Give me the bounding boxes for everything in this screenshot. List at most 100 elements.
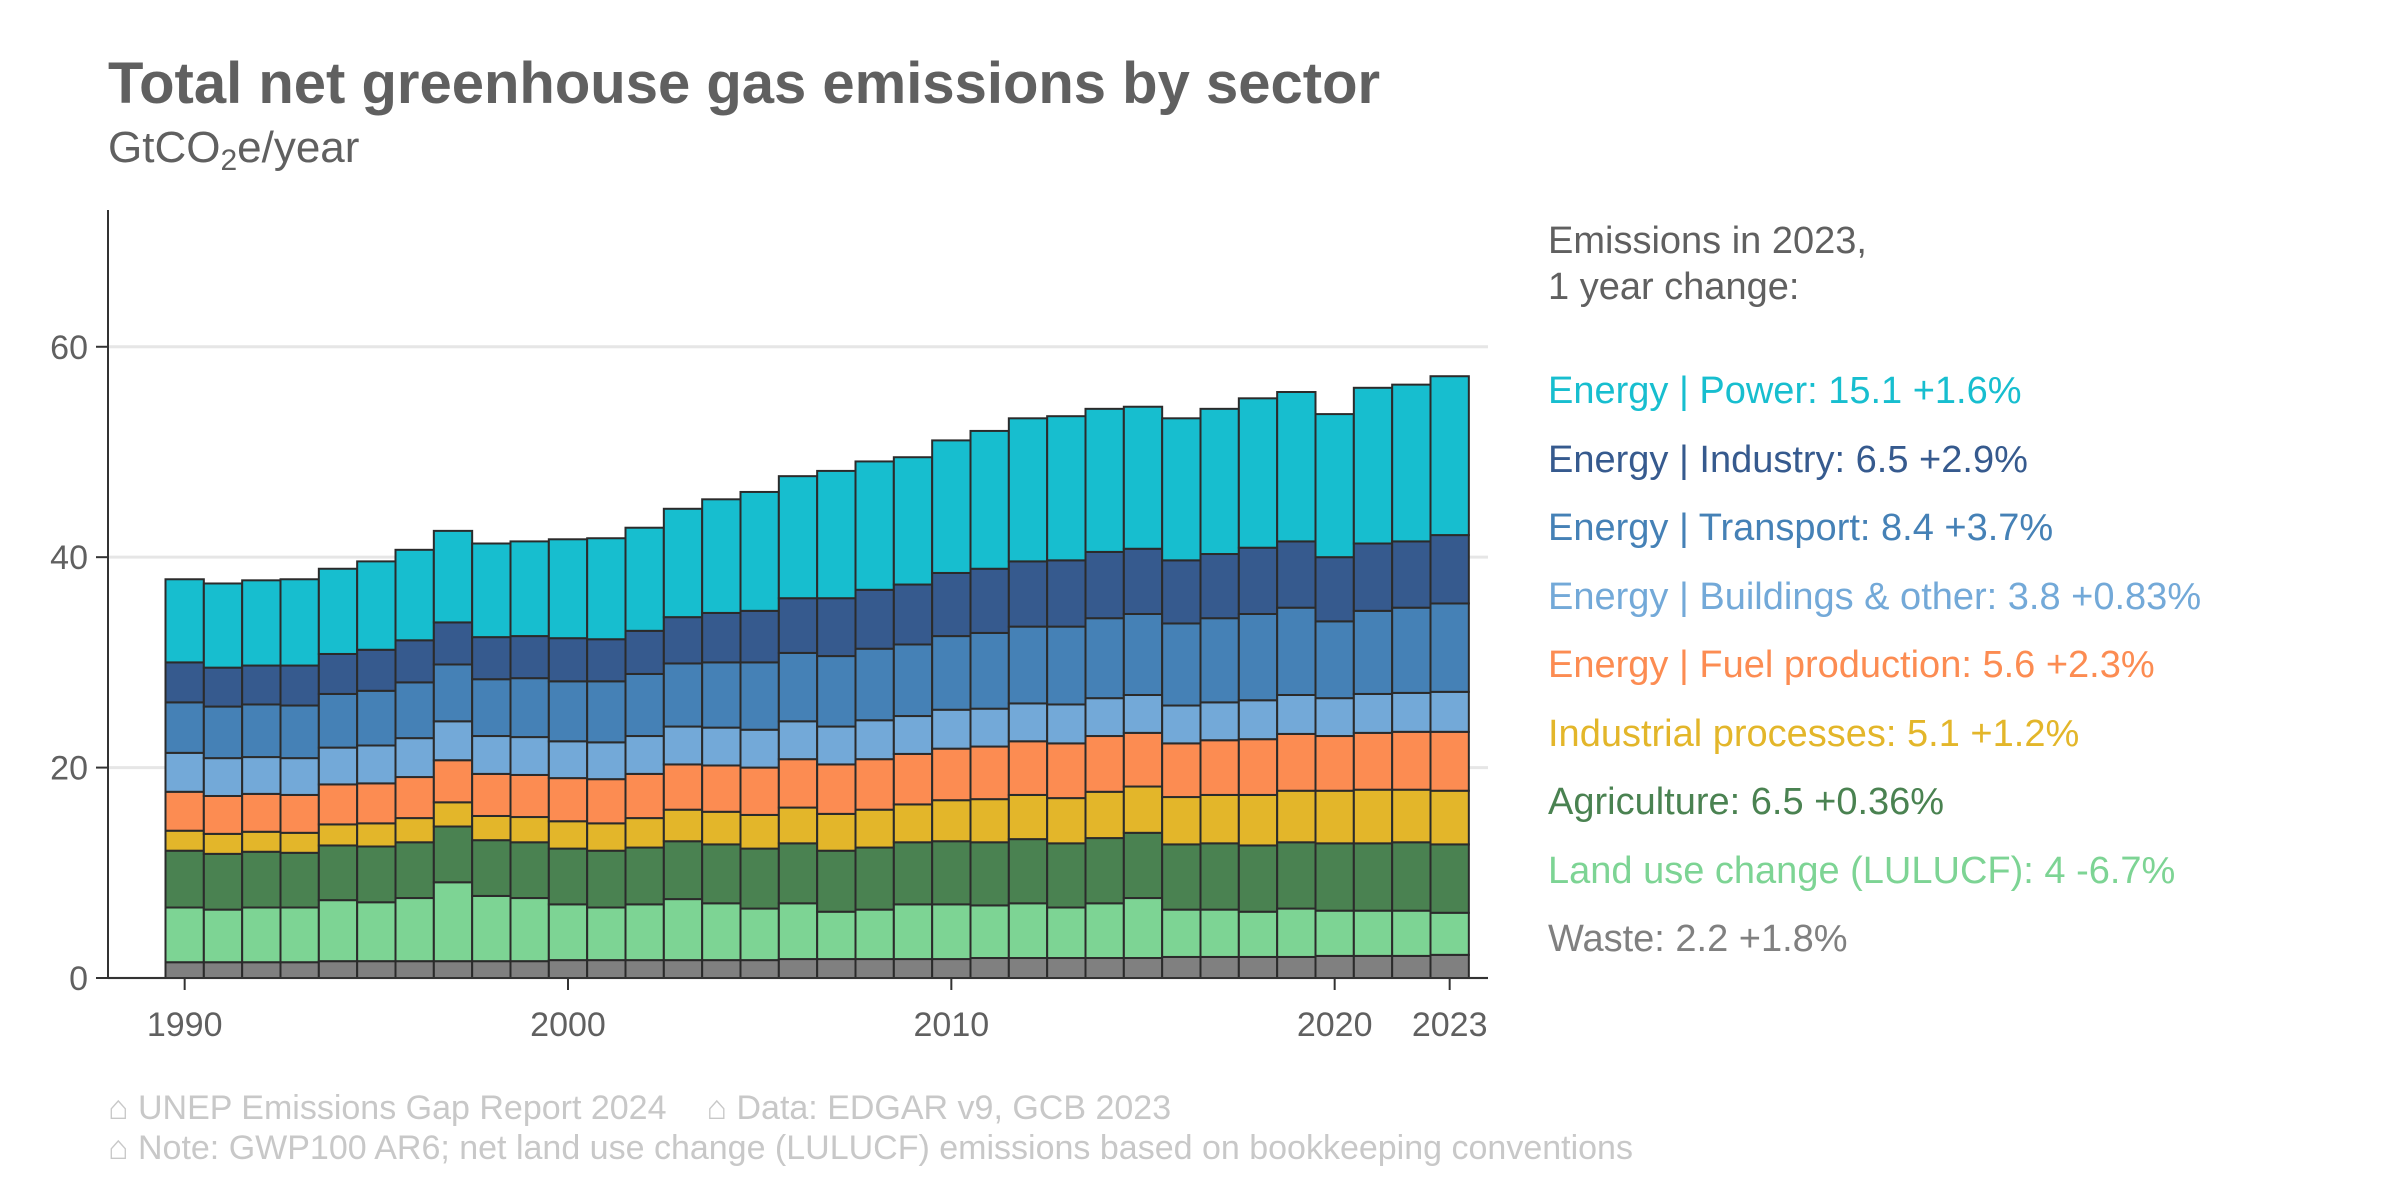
- bar-1997-series-6: [432, 663, 474, 723]
- footer: ⌂ UNEP Emissions Gap Report 2024 ⌂ Data: …: [108, 1088, 1633, 1168]
- footer-source-report: ⌂ UNEP Emissions Gap Report 2024: [108, 1089, 667, 1127]
- bar-2008-series-8: [854, 460, 895, 591]
- bar-2015-series-4: [1122, 731, 1164, 788]
- bar-1992-series-3: [241, 830, 282, 853]
- bar-2000-series-6: [547, 680, 589, 743]
- legend-item-1: Land use change (LULUCF): 4 -6.7%: [1548, 849, 2176, 892]
- bar-1996-series-6: [394, 681, 435, 740]
- bar-2011-series-1: [969, 904, 1010, 960]
- bar-1991-series-4: [202, 794, 244, 835]
- bar-1992-series-6: [241, 703, 282, 759]
- bar-2013-series-5: [1046, 703, 1087, 745]
- bar-1991-series-5: [202, 757, 244, 797]
- x-tick-label-2000: 2000: [530, 1006, 606, 1044]
- bar-2008-series-1: [854, 908, 895, 961]
- bar-1993-series-4: [279, 793, 320, 834]
- bar-1990-series-4: [164, 790, 205, 832]
- bar-1992-series-5: [241, 756, 282, 795]
- bar-2014-series-7: [1084, 550, 1125, 620]
- bar-2016-series-0: [1161, 955, 1202, 980]
- bar-2009-series-0: [892, 958, 934, 979]
- bar-2018-series-8: [1237, 397, 1279, 549]
- bar-2005-series-8: [739, 490, 780, 612]
- bar-2003-series-0: [662, 959, 704, 979]
- bar-2003-series-2: [662, 840, 704, 901]
- bar-2001-series-3: [586, 822, 627, 852]
- bar-2019-series-2: [1276, 841, 1317, 910]
- bar-2018-series-0: [1237, 955, 1279, 980]
- bar-2016-series-3: [1161, 796, 1202, 846]
- subtitle-unit-suffix: e/year: [237, 123, 360, 172]
- bar-2008-series-5: [854, 719, 895, 761]
- bar-2018-series-4: [1237, 738, 1279, 796]
- bar-1990-series-0: [164, 961, 205, 979]
- bar-2000-series-2: [547, 847, 589, 906]
- y-tick-label-20: 20: [50, 750, 88, 788]
- bar-1997-series-4: [432, 759, 474, 804]
- bar-2016-series-1: [1161, 908, 1202, 958]
- legend-item-3: Industrial processes: 5.1 +1.2%: [1548, 712, 2080, 755]
- bar-2020-series-1: [1314, 909, 1355, 957]
- bar-2015-series-0: [1122, 957, 1164, 980]
- bar-2021-series-2: [1352, 842, 1394, 912]
- bar-2017-series-4: [1199, 739, 1240, 796]
- bar-1990-series-6: [164, 701, 205, 754]
- bar-1990-series-3: [164, 829, 205, 852]
- bar-2008-series-6: [854, 647, 895, 722]
- bar-2004-series-1: [701, 902, 742, 962]
- bar-2021-series-6: [1352, 609, 1394, 695]
- bar-2014-series-3: [1084, 790, 1125, 840]
- bar-2019-series-1: [1276, 907, 1317, 958]
- bar-1996-series-2: [394, 841, 435, 900]
- bar-2018-series-6: [1237, 612, 1279, 702]
- bar-2015-series-8: [1122, 405, 1164, 550]
- bar-2007-series-8: [816, 469, 857, 600]
- bar-2010-series-0: [931, 958, 972, 979]
- bar-2012-series-1: [1007, 902, 1049, 960]
- bar-2009-series-3: [892, 803, 934, 844]
- bar-2018-series-5: [1237, 699, 1279, 741]
- bar-2006-series-3: [777, 806, 819, 845]
- bar-2010-series-2: [931, 840, 972, 906]
- bar-2012-series-6: [1007, 625, 1049, 705]
- bar-1995-series-3: [356, 822, 397, 848]
- bar-2023-series-0: [1429, 953, 1470, 980]
- bar-1994-series-7: [317, 652, 359, 695]
- bar-1994-series-6: [317, 692, 359, 749]
- bar-2011-series-5: [969, 707, 1010, 748]
- bar-2016-series-2: [1161, 843, 1202, 911]
- bar-2001-series-0: [586, 959, 627, 979]
- bar-2022-series-0: [1391, 954, 1432, 980]
- bar-2017-series-2: [1199, 842, 1240, 911]
- bar-1997-series-1: [432, 881, 474, 963]
- bar-2002-series-5: [624, 735, 665, 775]
- bar-1993-series-2: [279, 851, 320, 909]
- bar-2011-series-7: [969, 567, 1010, 634]
- footer-source-data: ⌂ Data: EDGAR v9, GCB 2023: [706, 1089, 1172, 1127]
- bar-2018-series-3: [1237, 793, 1279, 847]
- bar-2017-series-0: [1199, 955, 1240, 980]
- bar-2000-series-8: [547, 538, 589, 640]
- bar-2019-series-8: [1276, 391, 1317, 543]
- bar-2014-series-5: [1084, 697, 1125, 738]
- bar-2007-series-5: [816, 725, 857, 766]
- bar-1998-series-5: [471, 735, 512, 775]
- bar-2006-series-5: [777, 720, 819, 761]
- bar-1993-series-6: [279, 704, 320, 760]
- bar-2002-series-1: [624, 903, 665, 962]
- bar-2023-series-2: [1429, 843, 1470, 914]
- bar-2022-series-1: [1391, 909, 1432, 957]
- bar-2016-series-4: [1161, 742, 1202, 799]
- bar-1999-series-5: [509, 736, 550, 776]
- x-tick-label-2020: 2020: [1297, 1006, 1373, 1044]
- bar-2020-series-5: [1314, 697, 1355, 738]
- bar-1990-series-7: [164, 661, 205, 704]
- bar-2007-series-4: [816, 763, 857, 815]
- bar-2000-series-4: [547, 777, 589, 823]
- bar-2016-series-6: [1161, 622, 1202, 707]
- bar-2004-series-6: [701, 661, 742, 729]
- bar-2007-series-0: [816, 958, 857, 979]
- bar-2011-series-3: [969, 798, 1010, 844]
- bar-2008-series-7: [854, 588, 895, 650]
- bar-2022-series-3: [1391, 788, 1432, 844]
